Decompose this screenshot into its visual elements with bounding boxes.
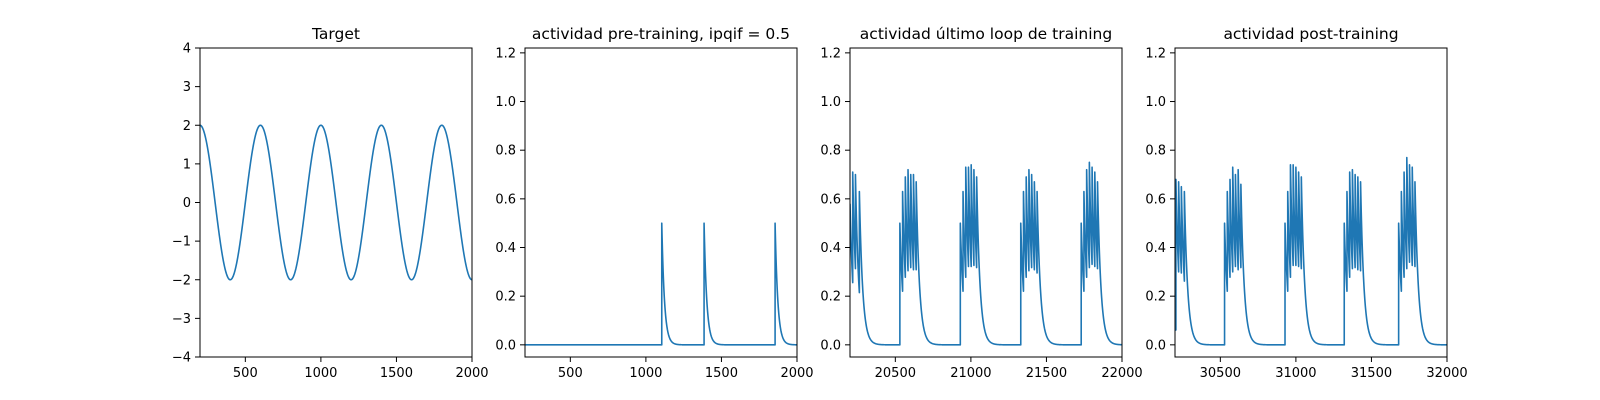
subplot-4: 30500 31000 31500 32000 0.0 0.2 0.4 0.6 0.8 1.0 1.… xyxy=(1145,25,1467,381)
x-tick-label: 31000 xyxy=(1275,366,1316,381)
y-tick-label: −1 xyxy=(172,235,191,250)
subplot-3: 20500 21000 21500 22000 0.0 0.2 0.4 0.6 0.8 1.0 1.… xyxy=(820,25,1142,381)
x-tick-label: 20500 xyxy=(875,366,916,381)
y-tick-label: 0.2 xyxy=(1145,290,1166,305)
series-line-1 xyxy=(525,222,797,346)
x-tick-label: 30500 xyxy=(1200,366,1241,381)
x-tick-label: 500 xyxy=(558,366,583,381)
subplot-title: actividad pre-training, ipqif = 0.5 xyxy=(532,25,790,43)
x-tick-label: 21000 xyxy=(950,366,991,381)
subplot-title: actividad post-training xyxy=(1223,25,1398,43)
y-tick-label: 0.0 xyxy=(1145,338,1166,353)
x-tick-label: 21500 xyxy=(1026,366,1067,381)
y-tick-label: 4 xyxy=(183,42,191,57)
y-tick-label: 0.8 xyxy=(820,144,841,159)
y-tick-label: 0.2 xyxy=(495,290,516,305)
x-tick-label: 2000 xyxy=(455,366,488,381)
x-tick-label: 31500 xyxy=(1351,366,1392,381)
subplot-title: actividad último loop de training xyxy=(860,25,1112,43)
y-tick-label: 0.8 xyxy=(495,144,516,159)
subplot-title: Target xyxy=(311,25,360,43)
x-tick-label: 1000 xyxy=(629,366,662,381)
y-tick-label: −4 xyxy=(172,351,191,366)
y-tick-label: 1.0 xyxy=(495,95,516,110)
series-line-1 xyxy=(1175,156,1447,346)
y-tick-label: 1.2 xyxy=(820,46,841,61)
y-tick-label: −2 xyxy=(172,273,191,288)
x-tick-label: 1500 xyxy=(380,366,413,381)
y-tick-label: 0.6 xyxy=(820,192,841,207)
subplot-1: 500 1000 1500 2000 −4 −3 −2 −1 0 1 2 3 4 Target xyxy=(172,25,489,381)
x-tick-label: 2000 xyxy=(780,366,813,381)
y-tick-label: 0.4 xyxy=(1145,241,1166,256)
y-tick-label: −3 xyxy=(172,312,191,327)
y-tick-label: 0.0 xyxy=(495,338,516,353)
y-tick-label: 0.8 xyxy=(1145,144,1166,159)
axes-frame xyxy=(524,47,798,358)
y-tick-label: 1.2 xyxy=(1145,46,1166,61)
y-tick-label: 0.6 xyxy=(1145,192,1166,207)
x-tick-label: 22000 xyxy=(1101,366,1142,381)
subplot-2: 500 1000 1500 2000 0.0 0.2 0.4 0.6 0.8 1.0 1.2 acti… xyxy=(495,25,813,381)
axes-frame xyxy=(849,47,1123,358)
y-tick-label: 1 xyxy=(183,157,191,172)
series-line-1 xyxy=(200,124,472,281)
y-tick-label: 3 xyxy=(183,80,191,95)
y-tick-label: 0.4 xyxy=(820,241,841,256)
x-tick-label: 1000 xyxy=(304,366,337,381)
y-tick-label: 0.6 xyxy=(495,192,516,207)
x-tick-label: 500 xyxy=(233,366,258,381)
y-tick-label: 0.2 xyxy=(820,290,841,305)
y-tick-label: 0.0 xyxy=(820,338,841,353)
y-tick-label: 1.0 xyxy=(1145,95,1166,110)
y-tick-label: 2 xyxy=(183,119,191,134)
y-tick-label: 1.0 xyxy=(820,95,841,110)
series-line-1 xyxy=(850,161,1122,346)
x-tick-label: 32000 xyxy=(1426,366,1467,381)
y-tick-label: 0 xyxy=(183,196,191,211)
y-tick-label: 1.2 xyxy=(495,46,516,61)
axes-frame xyxy=(1174,47,1448,358)
x-tick-label: 1500 xyxy=(705,366,738,381)
y-tick-label: 0.4 xyxy=(495,241,516,256)
